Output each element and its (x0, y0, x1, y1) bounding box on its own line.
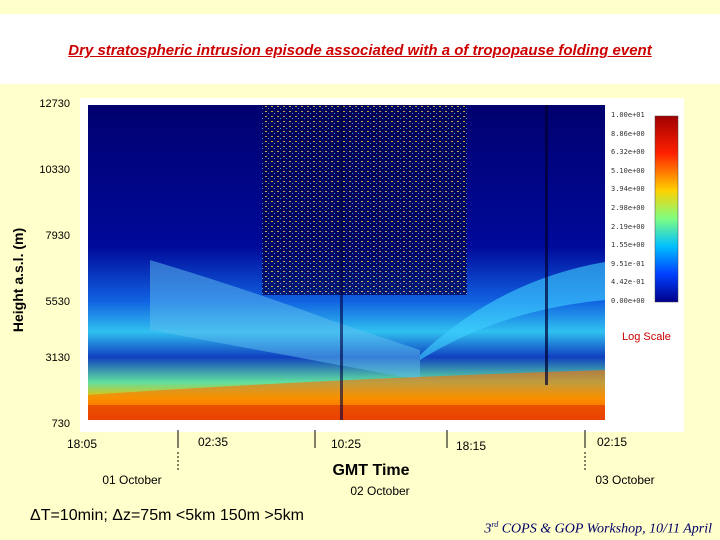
y-tick-label: 7930 (45, 230, 70, 242)
y-tick-label: 12730 (39, 98, 70, 110)
date-label: 01 October (102, 473, 162, 487)
x-axis-label: GMT Time (332, 462, 410, 479)
colorbar-label: 2.98e+00 (611, 204, 645, 212)
footer-text: COPS & GOP Workshop, 10/11 April (498, 521, 712, 537)
slide-title: Dry stratospheric intrusion episode asso… (68, 42, 652, 59)
colorbar-label: 2.19e+00 (611, 222, 645, 231)
resolution-note: ΔT=10min; Δz=75m <5km 150m >5km (30, 507, 304, 524)
y-tick-label: 3130 (45, 352, 70, 364)
colorbar-label: 1.55e+00 (611, 241, 645, 250)
colorbar-label: 6.32e+00 (611, 148, 645, 157)
x-tick-label: 10:25 (330, 437, 362, 451)
date-label: 03 October (595, 473, 655, 487)
scale-note: Log Scale (622, 331, 671, 343)
y-tick-label: 730 (51, 418, 70, 430)
footer: 3rd COPS & GOP Workshop, 10/11 April (484, 520, 712, 538)
y-tick-label: 10330 (39, 164, 70, 176)
colorbar-label: 1.00e+01 (611, 111, 645, 119)
footer-ordinal: 3 (484, 521, 492, 537)
colorbar-label: 8.86e+00 (611, 129, 645, 138)
colorbar-label: 3.94e+00 (611, 185, 645, 194)
y-axis-label: Height a.s.l. (m) (10, 227, 26, 333)
y-tick-label: 5530 (45, 296, 70, 308)
colorbar-label: 9.51e-01 (611, 259, 645, 268)
x-tick-label: 18:05 (66, 437, 98, 451)
title-band (0, 14, 720, 84)
footer-suffix: rd (491, 520, 499, 529)
x-tick-label: 02:15 (596, 435, 628, 449)
colorbar-label: 5.10e+00 (611, 166, 645, 175)
colorbar-label: 4.42e-01 (611, 278, 645, 287)
colorbar-label: 0.00e+00 (611, 297, 645, 305)
date-label: 02 October (350, 484, 410, 498)
x-tick-label: 18:15 (455, 439, 487, 453)
x-tick-label: 02:35 (197, 435, 229, 449)
